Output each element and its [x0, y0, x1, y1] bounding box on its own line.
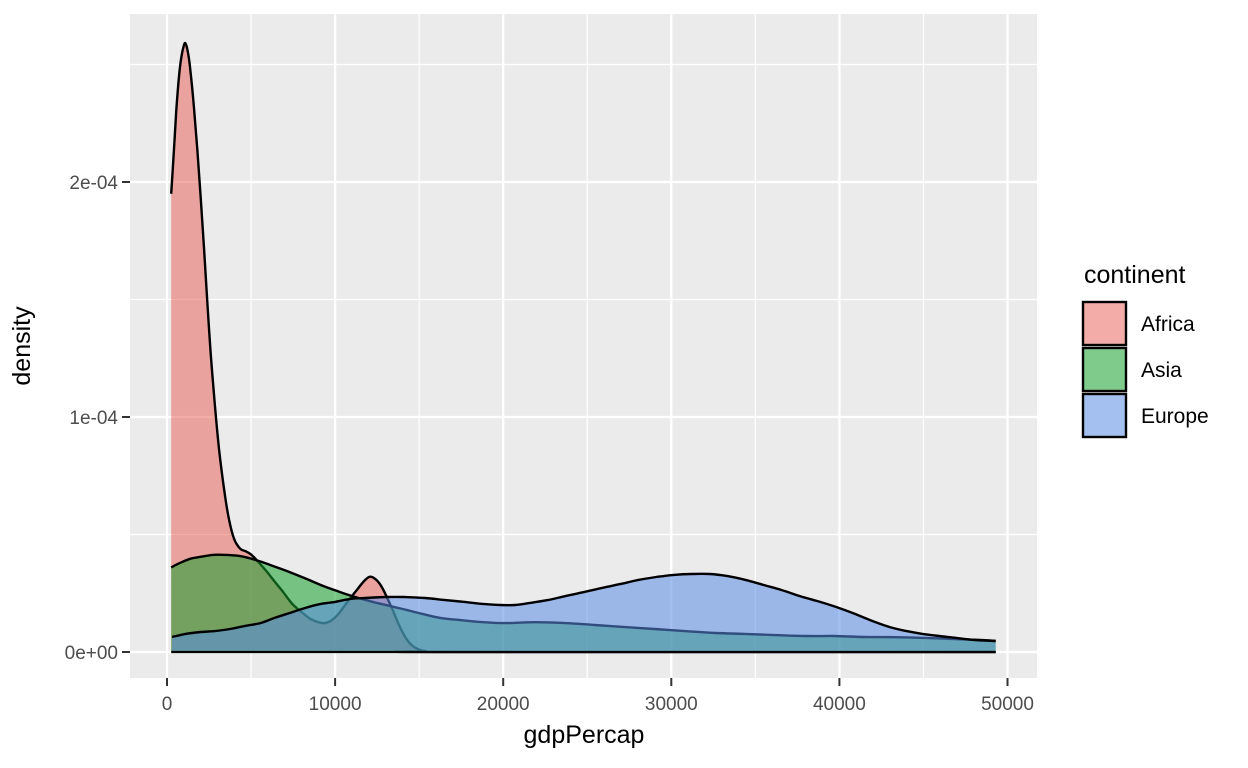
density-areas	[170, 41, 996, 654]
legend-key-europe	[1081, 392, 1128, 439]
y-tick-label: 0e+00	[65, 643, 118, 664]
y-tick-label: 1e-04	[69, 408, 118, 429]
legend-label-asia: Asia	[1141, 359, 1182, 382]
axis-tick-labels: 0 10000 20000 30000 40000 50000 0e+00 1e-04 2e-0…	[65, 173, 1034, 715]
axis-tick-marks	[122, 181, 1009, 686]
y-axis-title: density	[8, 306, 36, 386]
x-tick-label: 30000	[645, 694, 698, 715]
x-tick-label: 40000	[813, 694, 866, 715]
density-outline-europe	[171, 572, 996, 643]
y-tick-label: 2e-04	[69, 173, 118, 194]
legend-key-asia	[1081, 346, 1128, 393]
legend-label-africa: Africa	[1141, 313, 1195, 336]
plot-panel	[130, 14, 1037, 678]
legend-label-europe: Europe	[1141, 405, 1209, 428]
x-tick-label: 10000	[309, 694, 362, 715]
legend: continent Africa Asia Europe	[1081, 261, 1209, 439]
x-axis-title: gdpPercap	[524, 721, 645, 749]
x-tick-label: 20000	[477, 694, 530, 715]
legend-title: continent	[1084, 261, 1186, 289]
legend-keys: Africa Asia Europe	[1081, 300, 1209, 439]
legend-key-africa	[1081, 300, 1128, 347]
x-tick-label: 50000	[981, 694, 1034, 715]
x-tick-label: 0	[162, 694, 173, 715]
minor-gridlines	[130, 14, 1037, 678]
